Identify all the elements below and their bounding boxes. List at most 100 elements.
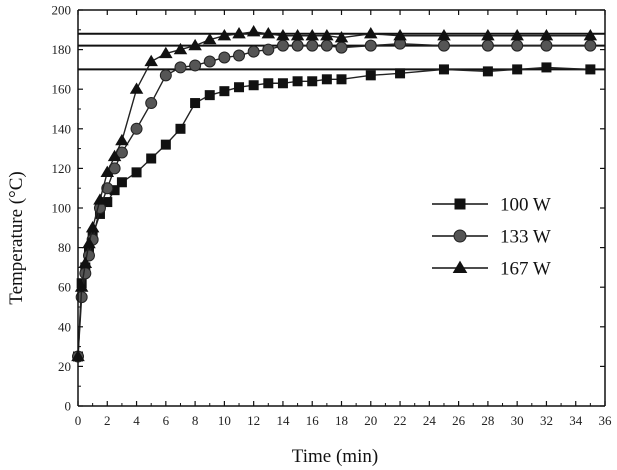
- data-point-triangle: [217, 28, 232, 41]
- data-point-circle: [159, 69, 172, 82]
- data-point-triangle: [393, 28, 407, 41]
- data-point-square: [248, 80, 259, 91]
- legend: 100 W 133 W 167 W: [432, 195, 551, 280]
- data-point-triangle: [246, 25, 261, 37]
- data-point-triangle: [203, 32, 217, 45]
- data-point-triangle: [188, 38, 202, 51]
- y-tick-label: 140: [52, 121, 72, 136]
- data-point-square: [146, 153, 157, 164]
- legend-label: 100 W: [500, 195, 551, 216]
- y-tick-label: 20: [58, 359, 71, 374]
- data-point-circle: [203, 55, 216, 68]
- x-tick-label: 12: [247, 413, 260, 428]
- data-point-square: [512, 64, 523, 75]
- data-point-square: [292, 76, 303, 87]
- x-tick-label: 26: [452, 413, 466, 428]
- plot-area: [71, 25, 605, 363]
- y-tick-label: 160: [52, 82, 72, 97]
- x-tick-label: 4: [133, 413, 140, 428]
- data-point-square: [395, 68, 406, 79]
- data-point-circle: [364, 39, 377, 52]
- y-tick-label: 80: [58, 240, 71, 255]
- data-point-triangle: [115, 133, 129, 146]
- data-point-square: [109, 185, 120, 196]
- data-point-circle: [189, 59, 202, 72]
- y-tick-label: 120: [52, 161, 72, 176]
- data-point-triangle: [334, 30, 349, 43]
- data-point-circle: [540, 39, 553, 52]
- data-point-triangle: [583, 28, 598, 41]
- data-point-square: [321, 74, 332, 85]
- x-tick-label: 20: [364, 413, 377, 428]
- data-point-circle: [335, 41, 348, 54]
- y-tick-label: 200: [52, 3, 72, 18]
- legend-marker-triangle: [452, 260, 468, 274]
- x-tick-label: 30: [511, 413, 524, 428]
- data-point-triangle: [276, 28, 290, 41]
- data-point-square: [277, 78, 288, 89]
- data-point-triangle: [82, 236, 96, 249]
- legend-marker-circle: [453, 229, 467, 243]
- legend-marker-square: [454, 198, 466, 210]
- y-tick-label: 100: [52, 201, 72, 216]
- data-point-triangle: [173, 42, 188, 55]
- x-tick-label: 34: [569, 413, 583, 428]
- data-point-square: [365, 70, 376, 81]
- data-point-square: [175, 123, 186, 134]
- series-triangle: [71, 25, 598, 362]
- x-tick-label: 2: [104, 413, 111, 428]
- x-tick-label: 32: [540, 413, 553, 428]
- data-point-triangle: [364, 27, 378, 39]
- data-point-circle: [262, 43, 275, 56]
- data-point-triangle: [437, 28, 451, 41]
- data-point-circle: [511, 39, 524, 52]
- data-point-square: [541, 62, 552, 73]
- y-tick-label: 40: [58, 319, 71, 334]
- data-point-circle: [218, 51, 231, 64]
- data-point-triangle: [481, 28, 495, 41]
- data-point-circle: [584, 39, 597, 52]
- x-tick-label: 8: [192, 413, 199, 428]
- data-point-triangle: [129, 82, 144, 94]
- data-point-circle: [79, 267, 92, 280]
- data-point-square: [585, 64, 596, 75]
- x-tick-label: 24: [423, 413, 437, 428]
- data-point-triangle: [320, 28, 334, 41]
- data-point-square: [219, 86, 230, 97]
- legend-entry-circle: 133 W: [432, 227, 551, 248]
- data-point-triangle: [290, 28, 305, 41]
- data-point-square: [307, 76, 318, 87]
- x-tick-label: 10: [218, 413, 231, 428]
- axes: 0 2 4 6 8 10 12 14 16 18 20 22 24 26 28 30 32 34 360204060…: [52, 3, 613, 429]
- x-axis-title: Time (min): [292, 446, 378, 467]
- data-point-square: [102, 197, 113, 208]
- x-tick-label: 0: [75, 413, 82, 428]
- data-point-circle: [320, 39, 333, 52]
- x-tick-label: 6: [163, 413, 170, 428]
- data-point-square: [263, 78, 274, 89]
- data-point-circle: [130, 122, 143, 135]
- x-tick-label: 22: [394, 413, 407, 428]
- data-point-circle: [174, 61, 187, 74]
- data-point-triangle: [100, 165, 115, 177]
- data-point-triangle: [144, 54, 158, 67]
- legend-entry-triangle: 167 W: [432, 259, 551, 280]
- data-point-circle: [437, 39, 450, 52]
- data-point-square: [438, 64, 449, 75]
- data-point-triangle: [93, 193, 107, 205]
- data-point-square: [131, 167, 142, 178]
- data-point-triangle: [107, 149, 122, 162]
- data-point-circle: [306, 39, 319, 52]
- data-point-square: [190, 98, 201, 109]
- data-point-circle: [233, 49, 246, 62]
- y-tick-label: 60: [58, 280, 71, 295]
- data-point-circle: [276, 39, 289, 52]
- data-point-square: [204, 90, 215, 101]
- data-point-square: [336, 74, 347, 85]
- legend-entry-square: 100 W: [432, 195, 551, 216]
- series-circle: [72, 37, 597, 363]
- data-point-triangle: [78, 256, 93, 269]
- y-tick-label: 0: [65, 399, 72, 414]
- x-tick-label: 16: [306, 413, 320, 428]
